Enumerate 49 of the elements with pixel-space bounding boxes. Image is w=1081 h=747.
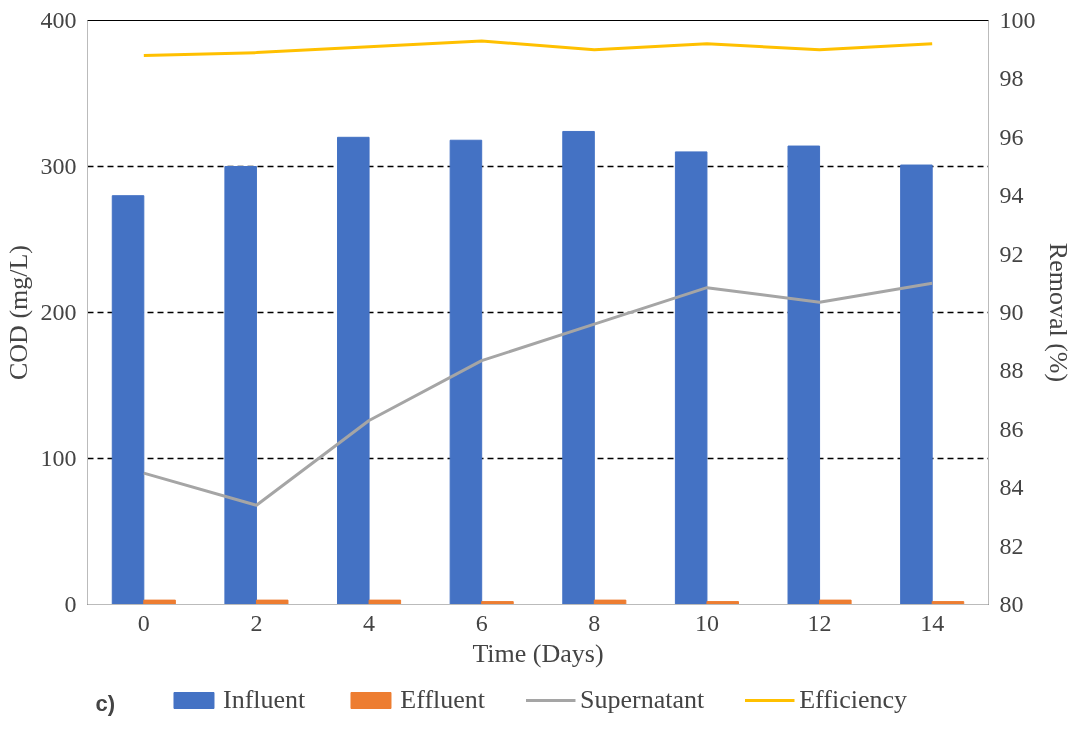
y2-tick-label: 96 <box>999 123 1024 150</box>
text: c) <box>95 690 116 716</box>
y2-tick-label: 82 <box>999 532 1024 559</box>
bar <box>787 145 821 605</box>
y-tick-label: 400 <box>40 7 77 33</box>
y2-tick-label: 80 <box>999 591 1024 617</box>
line-series <box>142 281 934 507</box>
bar <box>593 599 627 605</box>
y-tick-label: 0 <box>64 591 77 617</box>
x-tick-label: 2 <box>250 609 263 636</box>
legend-label: Efficiency <box>799 685 908 715</box>
bar <box>224 166 257 605</box>
y-tick-label: 200 <box>40 299 77 325</box>
legend-label: Effluent <box>400 685 486 715</box>
y2-tick-label: 92 <box>999 240 1024 267</box>
y-axis-title: COD (mg/L) <box>3 244 33 381</box>
bar <box>368 599 402 605</box>
y2-tick-label: 94 <box>999 182 1024 209</box>
bar <box>481 601 514 605</box>
bar <box>111 195 145 605</box>
x-tick-label: 8 <box>588 609 601 636</box>
x-axis-title: Time (Days) <box>472 638 604 668</box>
bar <box>143 599 176 605</box>
y2-tick-label: 98 <box>999 65 1024 92</box>
x-tick-label: 10 <box>694 609 719 636</box>
x-tick-label: 12 <box>807 609 832 636</box>
y2-axis-title: Removal (%) <box>1043 242 1073 383</box>
y2-tick-label: 88 <box>999 357 1024 384</box>
y-tick-label: 100 <box>40 445 77 471</box>
y2-tick-label: 100 <box>999 7 1036 33</box>
bar <box>674 151 708 605</box>
legend-label: Supernatant <box>580 685 705 715</box>
bar <box>900 164 933 605</box>
x-tick-label: 4 <box>363 609 376 636</box>
bar <box>449 139 483 605</box>
y2-tick-label: 90 <box>999 299 1024 325</box>
bar <box>819 599 852 605</box>
legend-label: Influent <box>222 685 306 715</box>
line-series <box>142 39 934 58</box>
x-tick-label: 0 <box>137 609 150 636</box>
bar <box>706 601 739 605</box>
y2-tick-label: 86 <box>999 415 1024 442</box>
y-tick-label: 300 <box>40 153 77 179</box>
bar <box>255 599 289 605</box>
x-tick-label: 6 <box>475 609 488 636</box>
bar <box>562 130 595 605</box>
y2-tick-label: 84 <box>999 474 1024 501</box>
bar <box>337 136 370 605</box>
x-tick-label: 14 <box>920 609 945 636</box>
